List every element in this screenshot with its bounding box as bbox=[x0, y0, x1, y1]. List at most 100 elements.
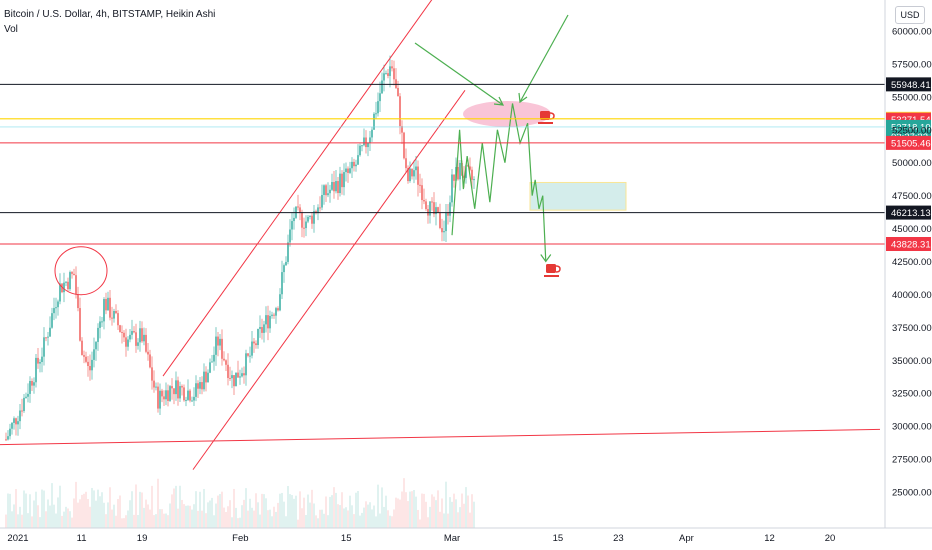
candle-body bbox=[115, 310, 117, 314]
cup-saucer bbox=[538, 122, 553, 124]
volume-bar bbox=[295, 495, 297, 528]
volume-bar bbox=[117, 499, 119, 528]
volume-bar bbox=[163, 513, 165, 528]
candle-body bbox=[33, 382, 35, 386]
volume-bar bbox=[443, 513, 445, 528]
volume-bar bbox=[233, 488, 235, 528]
candle-body bbox=[15, 418, 17, 425]
candle-body bbox=[273, 314, 275, 316]
candle-body bbox=[55, 307, 57, 309]
candle-body bbox=[249, 355, 251, 357]
candle-body bbox=[117, 313, 119, 326]
candle-body bbox=[213, 354, 215, 362]
candle-body bbox=[153, 380, 155, 388]
volume-bar bbox=[473, 501, 475, 528]
volume-bar bbox=[37, 505, 39, 528]
volume-bar bbox=[309, 502, 311, 528]
currency-button[interactable]: USD bbox=[895, 6, 925, 24]
volume-bar bbox=[149, 509, 151, 528]
candle-body bbox=[411, 168, 413, 177]
price-axis[interactable]: 55948.4153334.9153271.5452718.1002:27:32… bbox=[884, 0, 932, 550]
candle-body bbox=[417, 166, 419, 185]
candle-body bbox=[453, 174, 455, 181]
candle-body bbox=[343, 172, 345, 188]
volume-bar bbox=[305, 514, 307, 528]
volume-bar bbox=[241, 505, 243, 528]
volume-bar bbox=[467, 495, 469, 528]
volume-bar bbox=[161, 509, 163, 528]
volume-bar bbox=[463, 503, 465, 528]
candle-body bbox=[139, 328, 141, 343]
cup-body bbox=[540, 111, 550, 120]
volume-bar bbox=[211, 497, 213, 528]
candle-body bbox=[181, 386, 183, 388]
candle-body bbox=[319, 207, 321, 209]
coffee-cup-icon bbox=[544, 264, 561, 277]
volume-bar bbox=[363, 507, 365, 528]
volume-bar bbox=[253, 510, 255, 528]
candle-body bbox=[369, 137, 371, 143]
candle-body bbox=[229, 377, 231, 379]
volume-bar bbox=[433, 496, 435, 528]
volume-bar bbox=[43, 490, 45, 528]
volume-bar bbox=[259, 514, 261, 528]
volume-bar bbox=[293, 498, 295, 528]
candle-body bbox=[141, 328, 143, 342]
time-tick-label: 15 bbox=[341, 533, 352, 544]
candle-body bbox=[383, 73, 385, 81]
candle-body bbox=[133, 331, 135, 333]
candle-body bbox=[235, 372, 237, 387]
volume-bar bbox=[271, 516, 273, 528]
candle-body bbox=[127, 339, 129, 347]
volume-bar bbox=[87, 499, 89, 528]
candle-body bbox=[377, 101, 379, 114]
candle-body bbox=[89, 366, 91, 371]
candle-body bbox=[303, 227, 305, 229]
candle-body bbox=[99, 321, 101, 328]
candle-body bbox=[197, 383, 199, 389]
candle-body bbox=[435, 207, 437, 215]
volume-bar bbox=[141, 492, 143, 528]
time-tick-label: 2021 bbox=[7, 533, 28, 544]
candle-body bbox=[59, 283, 61, 302]
volume-bar bbox=[303, 497, 305, 528]
volume-bar bbox=[273, 506, 275, 528]
arrow-down-right bbox=[414, 42, 504, 106]
volume-bar bbox=[287, 485, 289, 528]
candle-body bbox=[157, 386, 159, 409]
volume-bar bbox=[113, 504, 115, 528]
volume-bar bbox=[91, 487, 93, 528]
candle-body bbox=[373, 113, 375, 130]
time-axis[interactable]: 2021 11 19 Feb 15 Mar 15 23 Apr 12 20 bbox=[0, 527, 932, 550]
candle-body bbox=[135, 332, 137, 346]
price-tick-label: 25000.00 bbox=[892, 488, 932, 499]
candle-body bbox=[451, 174, 453, 203]
candle-body bbox=[287, 242, 289, 262]
candle-body bbox=[17, 421, 19, 425]
candle-body bbox=[5, 439, 7, 441]
candle-body bbox=[241, 373, 243, 377]
volume-bar bbox=[215, 503, 217, 528]
candle-body bbox=[199, 382, 201, 389]
candle-body bbox=[169, 386, 171, 401]
candle-body bbox=[163, 396, 165, 400]
candle-body bbox=[337, 181, 339, 194]
candle-body bbox=[261, 327, 263, 333]
volume-bar bbox=[269, 509, 271, 528]
volume-bar bbox=[147, 504, 149, 528]
candle-body bbox=[193, 396, 195, 401]
candle-body bbox=[83, 355, 85, 357]
volume-bar bbox=[391, 516, 393, 528]
candle-body bbox=[185, 399, 187, 401]
volume-bar bbox=[53, 504, 55, 528]
candle-body bbox=[107, 297, 109, 311]
volume-bar bbox=[431, 494, 433, 528]
time-tick-label: 12 bbox=[764, 533, 775, 544]
candle-body bbox=[385, 73, 387, 75]
candle-body bbox=[347, 168, 349, 173]
candle-body bbox=[201, 382, 203, 390]
volume-bar bbox=[389, 515, 391, 528]
volume-bar bbox=[393, 509, 395, 528]
candle-body bbox=[425, 201, 427, 210]
